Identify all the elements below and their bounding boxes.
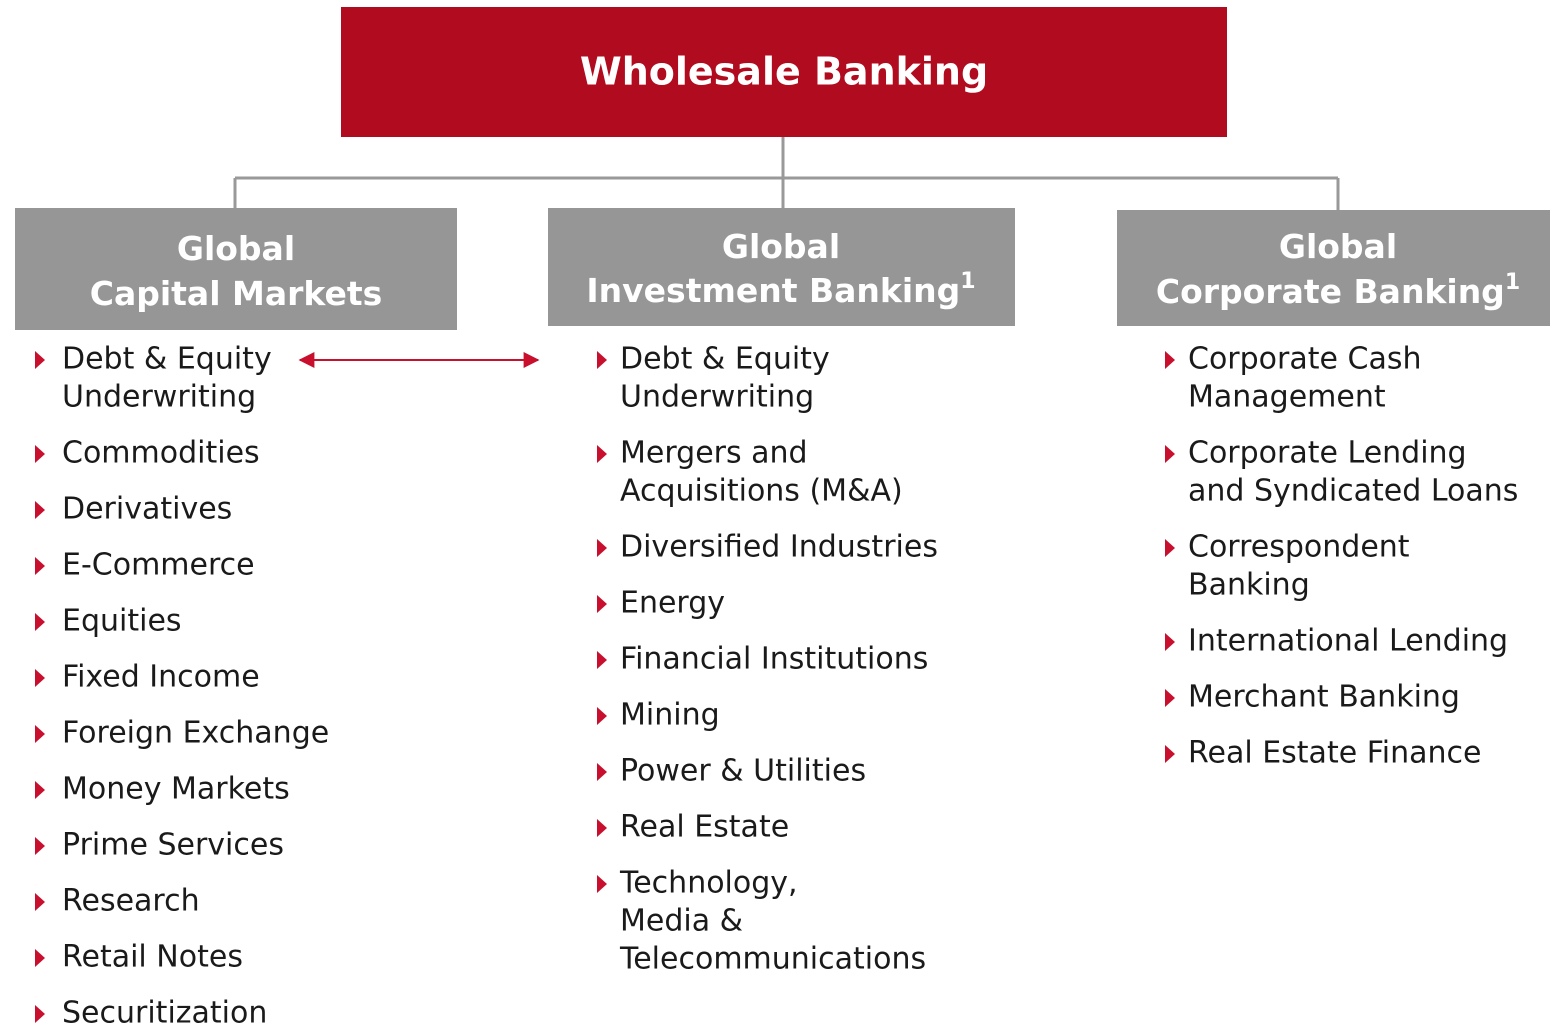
node-title: Capital Markets (90, 274, 383, 313)
bullet (597, 819, 607, 837)
node-title: Corporate Banking1 (1156, 270, 1520, 311)
node-title-line: Global (177, 229, 295, 268)
node-title-line: Investment Banking (586, 271, 960, 310)
bullet (35, 725, 45, 743)
bullet (35, 1005, 45, 1023)
list-item: Corporate Cash (1188, 342, 1421, 377)
list-item: Commodities (62, 436, 260, 471)
node-title: Global (1279, 227, 1397, 266)
list-item: Telecommunications (619, 942, 926, 977)
bullet (1165, 745, 1175, 763)
list-item: Prime Services (62, 828, 284, 863)
bullet (35, 557, 45, 575)
bullet (1165, 445, 1175, 463)
list-item: Energy (620, 586, 725, 621)
bullet (1165, 539, 1175, 557)
list-item: Banking (1188, 568, 1310, 603)
list-item: Correspondent (1188, 530, 1410, 565)
list-item: Mining (620, 698, 720, 733)
list-item: and Syndicated Loans (1188, 474, 1518, 509)
list-item: Research (62, 884, 200, 919)
list-item: Financial Institutions (620, 642, 928, 677)
bullet (597, 875, 607, 893)
list-item: Acquisitions (M&A) (620, 474, 903, 509)
bullet (1165, 633, 1175, 651)
list-item: E-Commerce (62, 548, 255, 583)
node-title: Global (722, 227, 840, 266)
list-item: International Lending (1188, 624, 1508, 659)
list-item: Merchant Banking (1188, 680, 1460, 715)
bullet (35, 837, 45, 855)
node-box (548, 208, 1015, 326)
bullet (597, 445, 607, 463)
footnote-mark: 1 (960, 269, 975, 294)
list-item: Power & Utilities (620, 754, 866, 789)
bullet (1165, 689, 1175, 707)
node-title-line: Global (1279, 227, 1397, 266)
node-title-line: Global (722, 227, 840, 266)
bullet (35, 669, 45, 687)
list-item: Underwriting (62, 380, 256, 415)
bullet (597, 707, 607, 725)
list-item: Corporate Lending (1188, 436, 1467, 471)
list-item: Money Markets (62, 772, 290, 807)
list-item: Underwriting (620, 380, 814, 415)
node-title-line: Capital Markets (90, 274, 383, 313)
list-item: Retail Notes (62, 940, 243, 975)
list-item: Fixed Income (62, 660, 260, 695)
list-item: Mergers and (620, 436, 808, 471)
footnote-mark: 1 (1505, 270, 1520, 295)
connectors (233, 137, 1340, 210)
node-title-line: Corporate Banking (1156, 272, 1505, 311)
root-box (341, 7, 1227, 137)
list-item: Securitization (62, 996, 267, 1024)
bullet (597, 595, 607, 613)
list-item: Real Estate Finance (1188, 736, 1481, 771)
node-title: Investment Banking1 (586, 269, 975, 310)
bullet (35, 781, 45, 799)
bullet (35, 613, 45, 631)
list-item: Derivatives (62, 492, 232, 527)
node-title: Global (177, 229, 295, 268)
bullet (597, 351, 607, 369)
bullet (35, 949, 45, 967)
list-item: Management (1188, 380, 1386, 415)
list-item: Foreign Exchange (62, 716, 329, 751)
bullet (35, 501, 45, 519)
list-item: Media & (620, 904, 743, 939)
node-box (15, 208, 457, 330)
bullet (35, 893, 45, 911)
root-title: Wholesale Banking (580, 50, 988, 94)
node-box (1117, 210, 1550, 326)
list-item: Real Estate (620, 810, 789, 845)
bullet (597, 651, 607, 669)
list-item: Debt & Equity (62, 342, 272, 377)
bullet (597, 763, 607, 781)
bullet (35, 445, 45, 463)
bullet (35, 351, 45, 369)
bullet (597, 539, 607, 557)
bullet (1165, 351, 1175, 369)
list-item: Technology, (619, 866, 798, 901)
list-item: Diversified Industries (620, 530, 938, 565)
list-item: Equities (62, 604, 182, 639)
list-item: Debt & Equity (620, 342, 830, 377)
